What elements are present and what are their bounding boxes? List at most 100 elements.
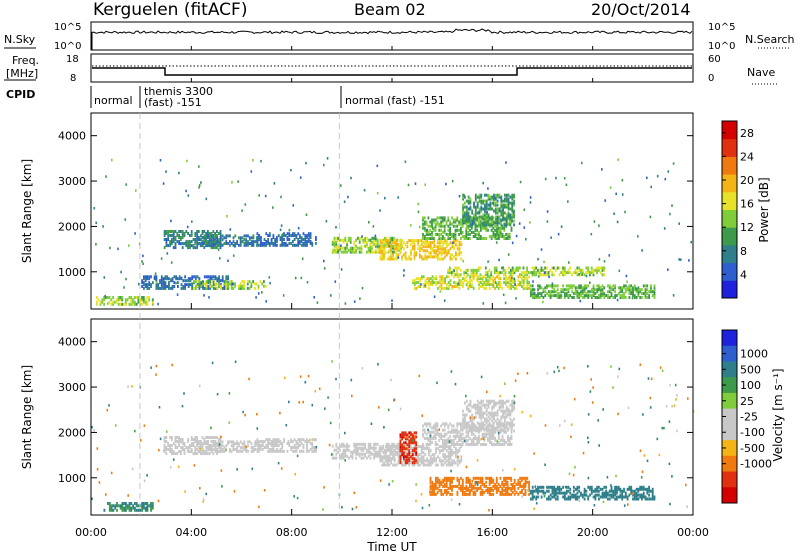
data-cell: [433, 243, 436, 247]
data-cell: [465, 423, 468, 427]
data-cell: [471, 223, 474, 227]
data-cell: [562, 491, 564, 495]
data-cell: [245, 238, 248, 242]
data-cell: [252, 449, 255, 453]
data-cell: [476, 201, 479, 205]
data-cell: [474, 199, 477, 203]
data-cell: [478, 425, 481, 429]
data-cell: [488, 436, 491, 440]
data-cell: [612, 495, 615, 499]
data-cell: [484, 417, 486, 421]
data-cell: [449, 455, 452, 459]
data-cell: [598, 485, 600, 489]
data-cell: [470, 484, 473, 488]
data-cell: [496, 219, 499, 223]
data-cell: [454, 224, 457, 228]
data-cell: [481, 277, 484, 281]
data-cell: [175, 275, 177, 279]
data-cell: [133, 302, 136, 306]
data-cell: [510, 488, 513, 492]
data-cell: [391, 236, 393, 240]
data-cell: [375, 244, 377, 248]
data-cell: [672, 294, 675, 297]
data-cell: [169, 436, 171, 439]
data-cell: [494, 221, 497, 225]
data-cell: [614, 290, 616, 294]
data-cell: [478, 434, 480, 438]
data-cell: [537, 275, 540, 278]
data-cell: [460, 476, 462, 480]
data-cell: [488, 486, 491, 490]
data-cell: [617, 286, 620, 290]
data-cell: [544, 491, 547, 495]
data-cell: [159, 437, 162, 441]
data-cell: [535, 266, 537, 270]
data-cell: [230, 286, 233, 290]
data-cell: [508, 279, 511, 283]
data-cell: [389, 240, 392, 244]
data-cell: [547, 290, 550, 294]
data-cell: [438, 451, 441, 455]
data-cell: [587, 296, 590, 299]
data-cell: [589, 290, 591, 294]
data-cell: [506, 277, 509, 281]
data-cell: [544, 290, 547, 294]
data-cell: [277, 438, 280, 442]
data-cell: [151, 502, 154, 505]
data-cell: [491, 413, 494, 417]
data-cell: [447, 490, 450, 494]
data-cell: [431, 224, 433, 228]
data-cell: [362, 452, 365, 456]
data-cell: [633, 491, 636, 495]
data-cell: [207, 280, 210, 284]
data-cell: [201, 236, 204, 240]
data-cell: [511, 399, 514, 403]
data-cell: [315, 438, 317, 442]
data-cell: [178, 277, 181, 281]
data-cell: [452, 434, 455, 438]
data-cell: [480, 421, 483, 425]
data-cell: [562, 273, 564, 277]
data-cell: [475, 268, 478, 272]
data-cell: [446, 445, 448, 449]
data-cell: [225, 277, 228, 281]
data-cell: [227, 259, 229, 262]
data-cell: [465, 199, 468, 203]
data-cell: [362, 456, 365, 460]
data-cell: [364, 442, 366, 446]
data-cell: [246, 282, 249, 286]
data-cell: [181, 242, 184, 246]
data-cell: [180, 236, 182, 239]
data-cell: [443, 237, 446, 240]
data-cell: [528, 275, 530, 279]
data-cell: [187, 446, 189, 450]
data-cell: [346, 240, 348, 244]
data-cell: [337, 238, 339, 242]
data-cell: [307, 374, 310, 378]
data-cell: [478, 209, 481, 213]
data-cell: [178, 442, 180, 445]
data-cell: [256, 243, 258, 247]
data-cell: [295, 446, 298, 449]
data-cell: [618, 269, 621, 273]
data-cell: [637, 497, 640, 501]
data-cell: [585, 294, 587, 298]
data-cell: [553, 493, 556, 497]
data-cell: [485, 279, 488, 283]
data-cell: [162, 449, 165, 452]
data-cell: [476, 403, 479, 407]
data-cell: [450, 271, 453, 275]
data-cell: [464, 221, 466, 225]
data-cell: [474, 476, 477, 480]
data-cell: [569, 284, 572, 288]
data-cell: [533, 273, 536, 277]
data-cell: [373, 240, 375, 244]
data-cell: [95, 243, 97, 246]
data-cell: [510, 492, 513, 496]
data-cell: [624, 288, 627, 292]
data-cell: [498, 226, 500, 230]
data-cell: [499, 430, 502, 434]
data-cell: [355, 250, 357, 254]
data-cell: [551, 282, 554, 285]
data-cell: [481, 478, 484, 482]
